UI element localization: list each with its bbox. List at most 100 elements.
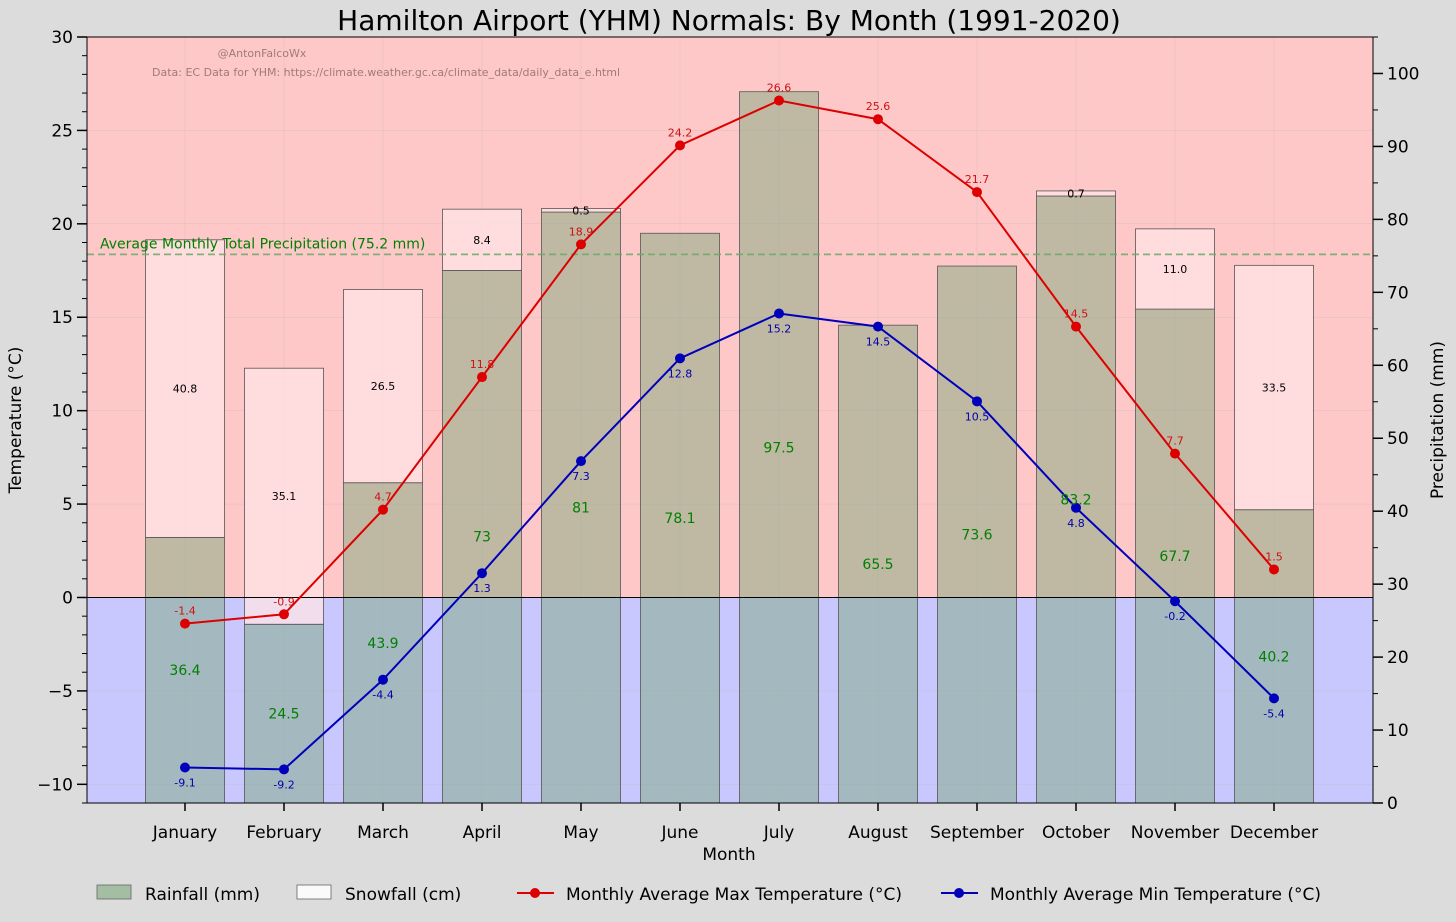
tmin-value-label: 7.3: [572, 470, 590, 483]
tmin-value-label: 15.2: [767, 323, 792, 336]
rain-bar: [442, 270, 522, 804]
tmax-value-label: -1.4: [174, 605, 195, 618]
tmin-value-label: 1.3: [473, 582, 491, 595]
right-tick-label: 20: [1387, 648, 1409, 668]
tmax-point: [1269, 564, 1279, 575]
x-tick-label: October: [1042, 823, 1110, 843]
rain-value-label: 73.6: [961, 528, 992, 544]
x-tick-label: May: [563, 823, 598, 843]
tmax-value-label: 11.8: [470, 358, 495, 371]
rain-value-label: 36.4: [169, 663, 200, 679]
tmin-value-label: 14.5: [866, 336, 891, 349]
left-tick-label: 20: [51, 215, 73, 235]
x-tick-label: August: [848, 823, 908, 843]
right-tick-label: 30: [1387, 575, 1409, 595]
rain-bar: [739, 91, 819, 804]
tmin-point: [1071, 502, 1081, 513]
x-tick-label: November: [1131, 823, 1219, 843]
rain-value-label: 97.5: [763, 440, 794, 456]
snow-bar: [1135, 228, 1215, 310]
legend-tmin-label: Monthly Average Min Temperature (°C): [990, 885, 1321, 905]
rain-value-label: 78.1: [664, 511, 695, 527]
tmin-point: [180, 762, 190, 773]
y-axis-label-left: Temperature (°C): [6, 347, 26, 495]
x-tick-label: June: [660, 823, 698, 843]
right-tick-label: 90: [1387, 137, 1409, 157]
legend-snow-swatch: [296, 884, 332, 900]
tmax-value-label: 7.7: [1166, 435, 1184, 448]
legend-rain-label: Rainfall (mm): [145, 885, 260, 905]
snow-bar: [145, 239, 225, 538]
tmin-point: [774, 308, 784, 319]
rain-value-label: 83.2: [1060, 493, 1091, 509]
tmax-point: [675, 140, 685, 151]
snow-bar: [343, 289, 423, 484]
rain-bar: [838, 324, 918, 804]
rain-bar: [1036, 195, 1116, 804]
tmax-point: [873, 114, 883, 125]
credit-label: @AntonFalcoWx: [218, 47, 307, 60]
tmin-value-label: -0.2: [1164, 610, 1185, 623]
rain-bar: [1234, 509, 1314, 804]
tmax-value-label: 25.6: [866, 100, 891, 113]
rain-value-label: 24.5: [268, 707, 299, 723]
tmax-value-label: 4.7: [374, 491, 392, 504]
rain-bar: [937, 265, 1017, 804]
tmax-point: [972, 187, 982, 198]
left-tick-label: 5: [62, 495, 73, 515]
tmax-point: [378, 504, 388, 515]
tmax-point: [576, 239, 586, 250]
left-tick-label: 10: [51, 402, 73, 422]
right-tick-label: 40: [1387, 502, 1409, 522]
x-tick-label: February: [246, 823, 321, 843]
tmin-value-label: -5.4: [1263, 707, 1284, 720]
x-tick-label: January: [152, 823, 217, 843]
legend-tmax-marker: [530, 888, 540, 898]
rain-value-label: 40.2: [1258, 649, 1289, 665]
tmin-point: [576, 456, 586, 467]
tmax-value-label: 18.9: [569, 225, 594, 238]
snow-bar: [541, 208, 621, 213]
snow-bar: [1036, 190, 1116, 197]
right-tick-label: 0: [1387, 794, 1398, 814]
tmin-point: [1269, 693, 1279, 704]
snow-value-label: 8.4: [473, 234, 491, 247]
tmax-point: [279, 609, 289, 620]
chart-title: Hamilton Airport (YHM) Normals: By Month…: [337, 4, 1121, 37]
tmin-point: [675, 353, 685, 364]
left-tick-label: 30: [51, 28, 73, 48]
snow-value-label: 33.5: [1262, 382, 1287, 395]
tmax-value-label: 21.7: [965, 173, 990, 186]
rain-value-label: 81: [572, 501, 590, 517]
tmax-value-label: 14.5: [1064, 308, 1089, 321]
left-tick-label: −10: [37, 775, 73, 795]
tmin-value-label: -9.2: [273, 778, 294, 791]
tmin-value-label: 4.8: [1067, 517, 1085, 530]
tmin-line: [184, 312, 1275, 771]
rain-bar: [640, 232, 720, 804]
right-tick-label: 50: [1387, 429, 1409, 449]
plot-frame: [86, 36, 1374, 804]
rain-value-label: 43.9: [367, 636, 398, 652]
left-tick-label: −5: [48, 682, 73, 702]
source-label: Data: EC Data for YHM: https://climate.w…: [152, 66, 620, 79]
average-precip-label: Average Monthly Total Precipitation (75.…: [100, 236, 425, 252]
snow-bar: [442, 208, 522, 271]
tmin-point: [1170, 596, 1180, 607]
tmin-value-label: 10.5: [965, 410, 990, 423]
legend: [96, 884, 978, 900]
right-tick-label: 80: [1387, 210, 1409, 230]
tmin-point: [378, 674, 388, 685]
rain-value-label: 67.7: [1159, 549, 1190, 565]
snow-value-label: 40.8: [173, 383, 198, 396]
rain-bar: [145, 537, 225, 804]
tmax-point: [1170, 448, 1180, 459]
rain-value-label: 73: [473, 530, 491, 546]
x-tick-label: December: [1230, 823, 1318, 843]
tmax-value-label: 24.2: [668, 126, 693, 139]
x-tick-label: September: [930, 823, 1024, 843]
snow-value-label: 0.5: [572, 204, 590, 217]
rain-bar: [541, 211, 621, 804]
left-tick-label: 15: [51, 308, 73, 328]
